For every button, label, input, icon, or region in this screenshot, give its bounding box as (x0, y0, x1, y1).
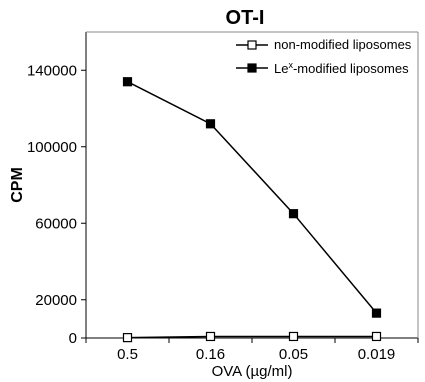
chart-title: OT-I (226, 7, 265, 29)
data-point-series-1 (371, 308, 382, 318)
data-point-series-1 (122, 77, 133, 87)
legend-label-non-modified: non-modified liposomes (274, 37, 412, 52)
legend-entry-lex-modified: Lex-modified liposomes (236, 60, 409, 76)
y-tick-label: 100000 (27, 139, 77, 156)
y-tick-label: 60000 (35, 215, 77, 232)
legend-entry-non-modified: non-modified liposomes (236, 37, 412, 52)
data-point-series-0 (371, 331, 382, 342)
x-tick-label: 0.019 (358, 346, 396, 363)
x-tick-label: 0.5 (117, 346, 138, 363)
data-point-series-0 (205, 331, 216, 342)
x-axis-title: OVA (µg/ml) (212, 363, 293, 380)
y-tick-label: 140000 (27, 62, 77, 79)
legend-label-suffix: -modified liposomes (293, 61, 409, 76)
legend-label-superscript: x (288, 60, 293, 70)
data-point-series-1 (205, 119, 216, 129)
y-tick-label: 0 (69, 330, 77, 347)
series-line-1 (127, 81, 378, 314)
legend-label-lex-modified: Lex-modified liposomes (274, 60, 409, 76)
legend: non-modified liposomes Lex-modified lipo… (236, 37, 412, 76)
y-tick-label: 20000 (35, 292, 77, 309)
legend-marker-filled-square (247, 63, 257, 73)
x-axis-ticks: 0.5 0.16 0.05 0.019 (85, 338, 419, 363)
series-layer (122, 77, 382, 343)
y-axis-ticks: 0 20000 60000 100000 140000 (27, 62, 86, 347)
x-tick-label: 0.16 (196, 346, 225, 363)
data-point-series-0 (288, 331, 299, 342)
y-axis-title: CPM (9, 167, 26, 203)
data-point-series-1 (288, 209, 299, 219)
x-tick-label: 0.05 (279, 346, 308, 363)
series-line-0 (127, 335, 377, 339)
data-point-series-0 (122, 333, 133, 343)
legend-marker-open-square (247, 40, 257, 50)
legend-label-prefix: Le (274, 61, 288, 76)
